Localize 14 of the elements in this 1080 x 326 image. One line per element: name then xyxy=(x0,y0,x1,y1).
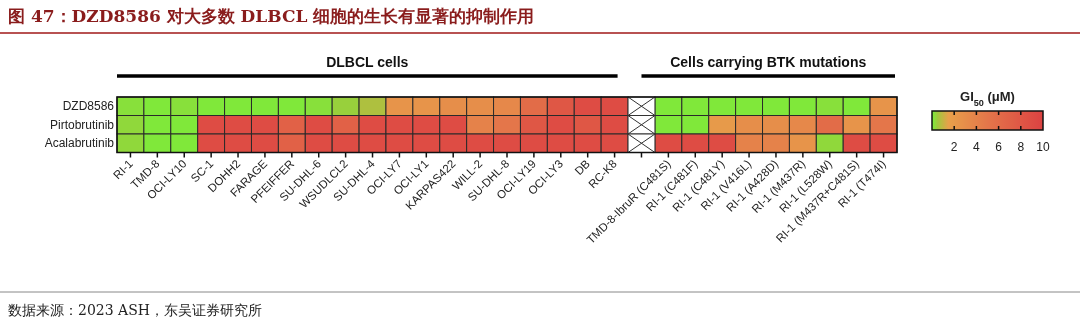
chart-title: 图 47：DZD8586 对大多数 DLBCL 细胞的生长有显著的抑制作用 xyxy=(8,6,535,26)
color-bar-label: 2 xyxy=(950,140,958,154)
text: Cells carrying BTK mutations xyxy=(670,54,867,70)
color-bar-title: GI$_{50}$ (μM) xyxy=(960,89,1015,108)
color-bar-label: 4 xyxy=(973,140,981,154)
color-bar-label: 6 xyxy=(995,140,1003,154)
x-tick-label: DB xyxy=(572,157,593,178)
y-tick-label: Acalabrutinib xyxy=(44,136,115,151)
source-note: 数据来源：2023 ASH，东吴证券研究所 xyxy=(8,302,262,318)
text: DLBCL cells xyxy=(326,54,409,70)
y-tick-label: DZD8586 xyxy=(62,99,115,114)
color-bar-label: 10 xyxy=(1036,140,1050,154)
y-tick-label: Pirtobrutinib xyxy=(49,117,115,132)
color-bar-label: 8 xyxy=(1017,140,1025,154)
